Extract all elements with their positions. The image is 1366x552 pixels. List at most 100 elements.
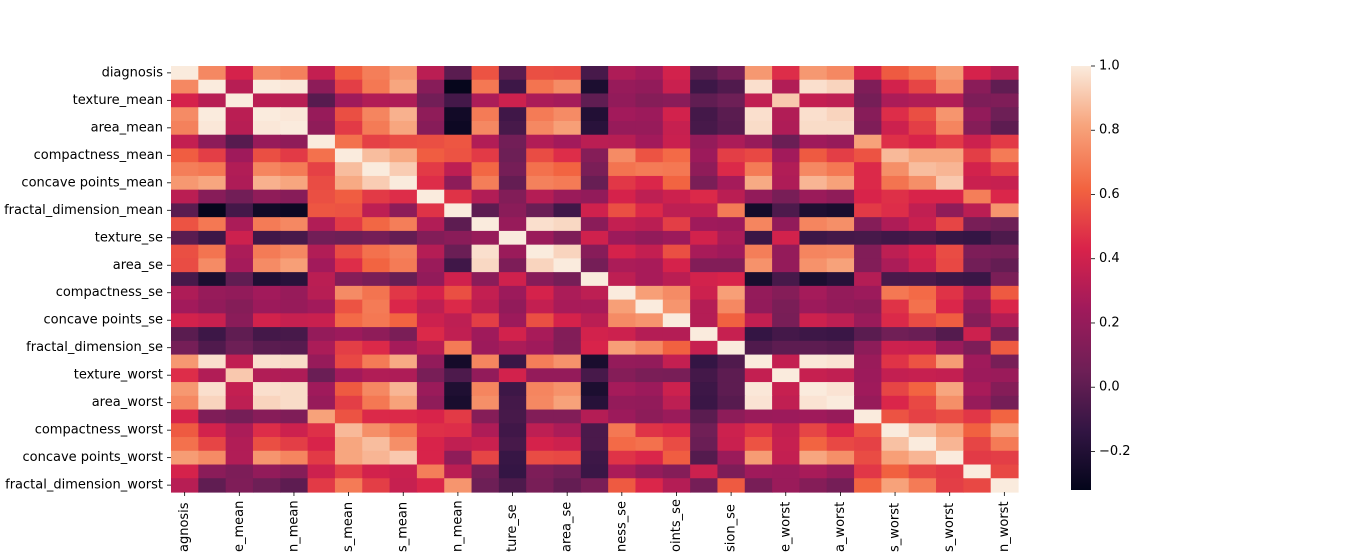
heatmap-cell [690,368,719,383]
heatmap-cell [772,258,801,273]
heatmap-cell [280,340,309,356]
heatmap-cell [772,409,801,424]
heatmap-cell [717,175,746,191]
heatmap-cell [608,313,637,328]
heatmap-cell [990,409,1019,424]
heatmap-cell [799,148,828,163]
heatmap-cell [553,203,582,218]
heatmap-cell [280,437,309,452]
heatmap-cell [444,258,473,273]
heatmap-cell [799,244,828,259]
heatmap-cell [690,285,719,301]
heatmap-cell [416,423,445,438]
heatmap-cell [963,354,992,369]
row-label: concave points_se [44,313,163,328]
heatmap-cell [362,299,391,314]
heatmap-cell [936,299,964,314]
heatmap-cell [198,93,227,108]
heatmap-cell [334,382,363,397]
heatmap-cell [635,478,664,493]
heatmap-cell [744,368,773,383]
heatmap-cell [690,120,719,136]
heatmap-cell [635,230,664,246]
heatmap-cell [826,478,855,493]
heatmap-cell [526,327,555,342]
heatmap-cell [662,203,691,218]
heatmap-cell [334,162,363,177]
heatmap-cell [963,327,992,342]
heatmap-cell [936,354,964,369]
heatmap-cell [826,285,855,301]
heatmap-cell [526,382,555,397]
heatmap-cell [362,93,391,108]
heatmap-cell [225,423,254,438]
heatmap-cell [963,203,992,218]
heatmap-cell [744,107,773,122]
heatmap-cell [471,423,500,438]
heatmap-cell [963,175,992,191]
heatmap-cell [307,354,336,369]
heatmap-cell [635,93,664,108]
heatmap-cell [635,409,664,424]
heatmap-cell [171,395,199,411]
heatmap-cell [717,354,746,369]
heatmap-cell [416,148,445,163]
heatmap-cell [908,203,937,218]
heatmap-cell [471,327,500,342]
heatmap-cell [799,120,828,136]
heatmap-cell [854,285,882,301]
column-label: s_mean [341,502,356,552]
heatmap-cell [826,464,855,479]
heatmap-cell [416,258,445,273]
heatmap-cell [662,354,691,369]
heatmap-cell [717,423,746,438]
heatmap-cell [881,382,910,397]
heatmap-cell [362,437,391,452]
heatmap-cell [471,79,500,95]
heatmap-cell [690,134,719,150]
heatmap-cell [799,230,828,246]
heatmap-cell [198,148,227,163]
heatmap-cell [252,464,281,479]
heatmap-cell [963,66,992,81]
heatmap-cell [908,272,937,287]
heatmap-cell [717,450,746,466]
heatmap-cell [416,299,445,314]
heatmap-cell [799,66,828,81]
heatmap-cell [334,107,363,122]
heatmap-cell [416,175,445,191]
heatmap-cell [498,148,527,163]
heatmap-cell [225,368,254,383]
column-label: s_mean [396,502,411,552]
heatmap-cell [307,423,336,438]
column-label: ness_se [614,501,629,552]
heatmap-cell [416,134,445,150]
heatmap-cell [936,423,964,438]
heatmap-cell [580,175,609,191]
heatmap-cell [498,450,527,466]
heatmap-cell [362,354,391,369]
heatmap-cell [772,478,801,493]
heatmap-cell [608,395,637,411]
heatmap-cell [990,162,1019,177]
heatmap-cell [690,313,719,328]
heatmap-cell [252,285,281,301]
heatmap-cell [444,423,473,438]
heatmap-cell [772,395,801,411]
heatmap-cell [744,258,773,273]
heatmap-cell [171,464,199,479]
heatmap-cell [881,423,910,438]
heatmap-cell [662,272,691,287]
heatmap-cell [799,107,828,122]
heatmap-cell [526,340,555,356]
heatmap-cell [854,395,882,411]
heatmap-cell [936,285,964,301]
heatmap-cell [444,464,473,479]
heatmap-cell [362,203,391,218]
heatmap-cell [307,162,336,177]
heatmap-cell [362,258,391,273]
heatmap-cell [553,107,582,122]
heatmap-cell [334,244,363,259]
heatmap-cell [963,340,992,356]
heatmap-cell [171,409,199,424]
